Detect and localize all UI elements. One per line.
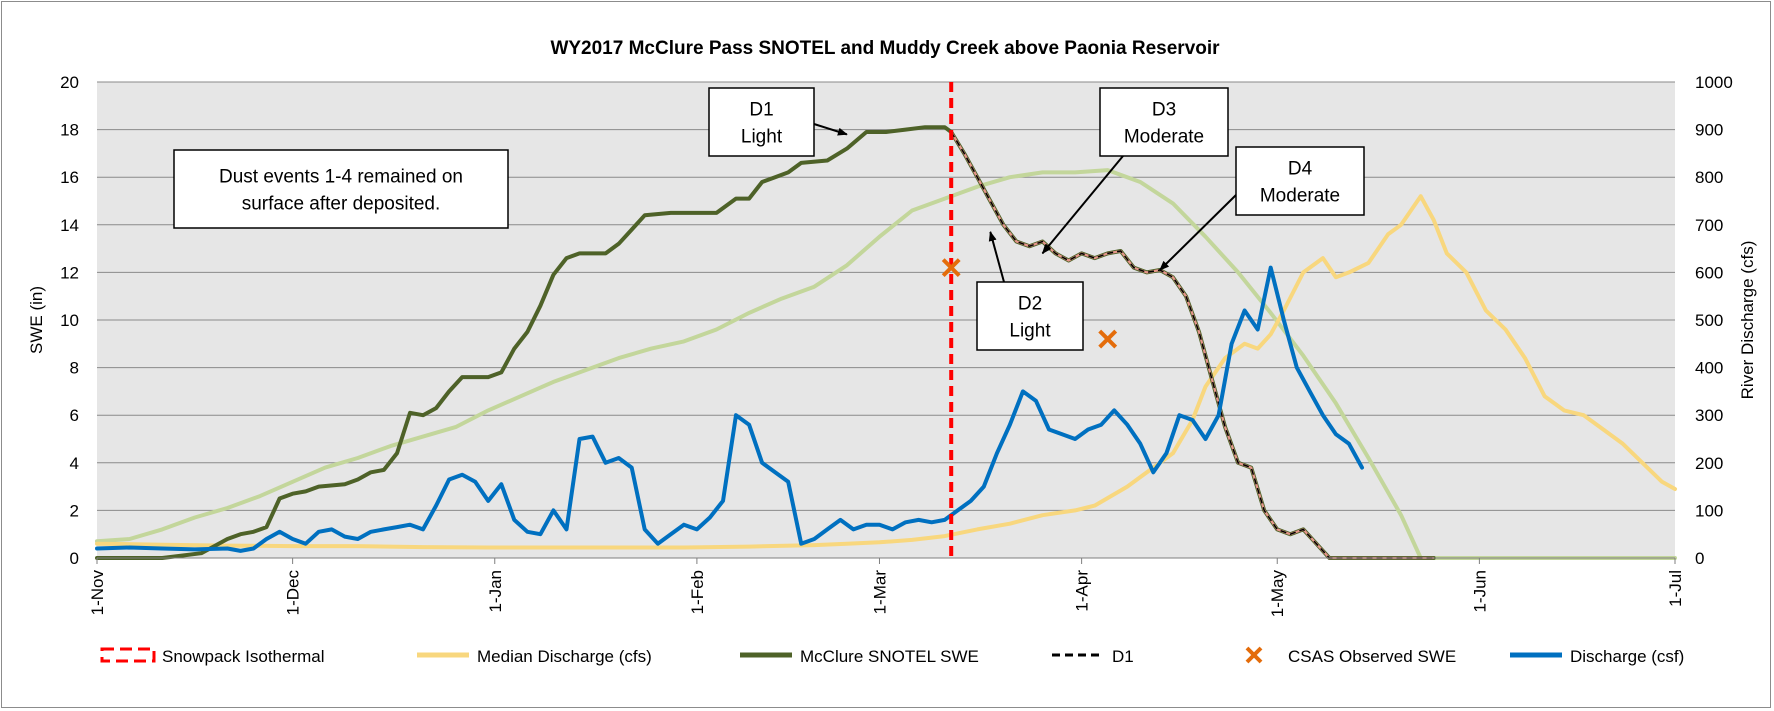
y-left-tick-label: 16	[60, 168, 79, 187]
legend-item-median_discharge: Median Discharge (cfs)	[417, 647, 652, 666]
legend-item-isothermal: Snowpack Isothermal	[100, 647, 325, 666]
y-left-tick-label: 10	[60, 311, 79, 330]
y-left-tick-label: 0	[70, 549, 79, 568]
y-left-axis-title: SWE (in)	[27, 286, 46, 354]
series-layer	[95, 82, 1677, 560]
x-tick-label: 1-Nov	[88, 570, 107, 616]
annotation-text-d1: Light	[741, 127, 783, 148]
x-tick-label: 1-Feb	[688, 570, 707, 614]
annotation-arrow-d1	[813, 123, 848, 136]
annotation-box-d3	[1099, 87, 1229, 157]
csas-marker	[941, 258, 961, 278]
annotation-text-d3: D3	[1152, 100, 1176, 121]
annotation-d4: D4 Moderate	[1159, 146, 1365, 271]
x-tick-label: 1-Jul	[1666, 570, 1685, 607]
annotation-d2: D2 Light	[976, 230, 1084, 351]
csas-marker	[1098, 329, 1118, 349]
annotation-text-note: surface after deposited.	[242, 194, 441, 215]
y-right-tick-label: 600	[1695, 263, 1723, 282]
series-line-discharge	[95, 265, 1364, 553]
annotation-arrow-d4	[1159, 194, 1237, 271]
legend-item-discharge: Discharge (csf)	[1510, 647, 1684, 666]
y-right-axis-title: River Discharge (cfs)	[1738, 241, 1757, 400]
legend-label-isothermal: Snowpack Isothermal	[162, 647, 325, 666]
x-tick-label: 1-Mar	[870, 570, 889, 615]
legend-item-snotel_swe: McClure SNOTEL SWE	[740, 647, 979, 666]
legend: Snowpack Isothermal Median Discharge (cfs…	[100, 646, 1684, 666]
annotation-arrow-d2	[988, 230, 1005, 283]
annotation-text-d3: Moderate	[1124, 127, 1204, 148]
axes: 0246810121416182001002003004005006007008…	[60, 73, 1733, 617]
annotation-box-note	[173, 149, 509, 229]
annotation-text-d4: D4	[1288, 159, 1313, 180]
y-right-tick-label: 700	[1695, 216, 1723, 235]
y-left-tick-label: 6	[70, 406, 79, 425]
annotation-text-d1: D1	[749, 100, 773, 121]
x-tick-label: 1-May	[1268, 570, 1287, 618]
y-left-tick-label: 12	[60, 263, 79, 282]
y-right-tick-label: 900	[1695, 121, 1723, 140]
legend-label-snotel_swe: McClure SNOTEL SWE	[800, 647, 979, 666]
y-left-tick-label: 18	[60, 121, 79, 140]
y-left-tick-label: 4	[70, 454, 79, 473]
y-left-tick-label: 14	[60, 216, 79, 235]
legend-swatch-isothermal	[100, 647, 156, 663]
legend-item-d1: D1	[1052, 647, 1134, 666]
legend-swatch-csas	[1245, 646, 1263, 664]
series-line-median_discharge	[95, 194, 1677, 550]
annotation-note: Dust events 1-4 remained on surface after…	[173, 149, 509, 229]
x-tick-label: 1-Jun	[1470, 570, 1489, 613]
annotation-box-d1	[708, 87, 815, 157]
csas-marker-stroke	[941, 258, 961, 278]
series-line-melt-overlay	[950, 131, 1434, 560]
y-right-tick-label: 800	[1695, 168, 1723, 187]
y-right-tick-label: 500	[1695, 311, 1723, 330]
chart-title: WY2017 McClure Pass SNOTEL and Muddy Cre…	[550, 38, 1220, 59]
annotation-box-d4	[1235, 146, 1365, 216]
legend-label-csas: CSAS Observed SWE	[1288, 647, 1456, 666]
y-right-tick-label: 100	[1695, 501, 1723, 520]
csas-marker-stroke	[1098, 329, 1118, 349]
annotations: D1 Light D2 Light D3 Moderate D4 Moderate Dust e…	[173, 87, 1365, 351]
y-left-tick-label: 8	[70, 359, 79, 378]
x-tick-label: 1-Jan	[486, 570, 505, 613]
y-left-tick-label: 20	[60, 73, 79, 92]
y-right-tick-label: 1000	[1695, 73, 1733, 92]
y-right-tick-label: 300	[1695, 406, 1723, 425]
y-right-tick-label: 400	[1695, 359, 1723, 378]
annotation-d3: D3 Moderate	[1041, 87, 1229, 255]
y-right-tick-label: 200	[1695, 454, 1723, 473]
legend-item-csas: CSAS Observed SWE	[1245, 646, 1456, 666]
legend-label-median_discharge: Median Discharge (cfs)	[477, 647, 652, 666]
annotation-box-d2	[976, 281, 1084, 351]
annotation-text-d2: D2	[1018, 294, 1042, 315]
y-left-tick-label: 2	[70, 501, 79, 520]
x-tick-label: 1-Apr	[1073, 570, 1092, 612]
annotation-text-d4: Moderate	[1260, 186, 1340, 207]
y-right-tick-label: 0	[1695, 549, 1704, 568]
legend-label-discharge: Discharge (csf)	[1570, 647, 1684, 666]
series-line-median_swe	[95, 168, 1677, 560]
legend-label-d1: D1	[1112, 647, 1134, 666]
x-tick-label: 1-Dec	[284, 570, 303, 616]
annotation-arrow-d3	[1041, 155, 1124, 255]
annotation-text-note: Dust events 1-4 remained on	[219, 167, 463, 188]
annotation-d1: D1 Light	[708, 87, 848, 157]
annotation-text-d2: Light	[1009, 321, 1051, 342]
